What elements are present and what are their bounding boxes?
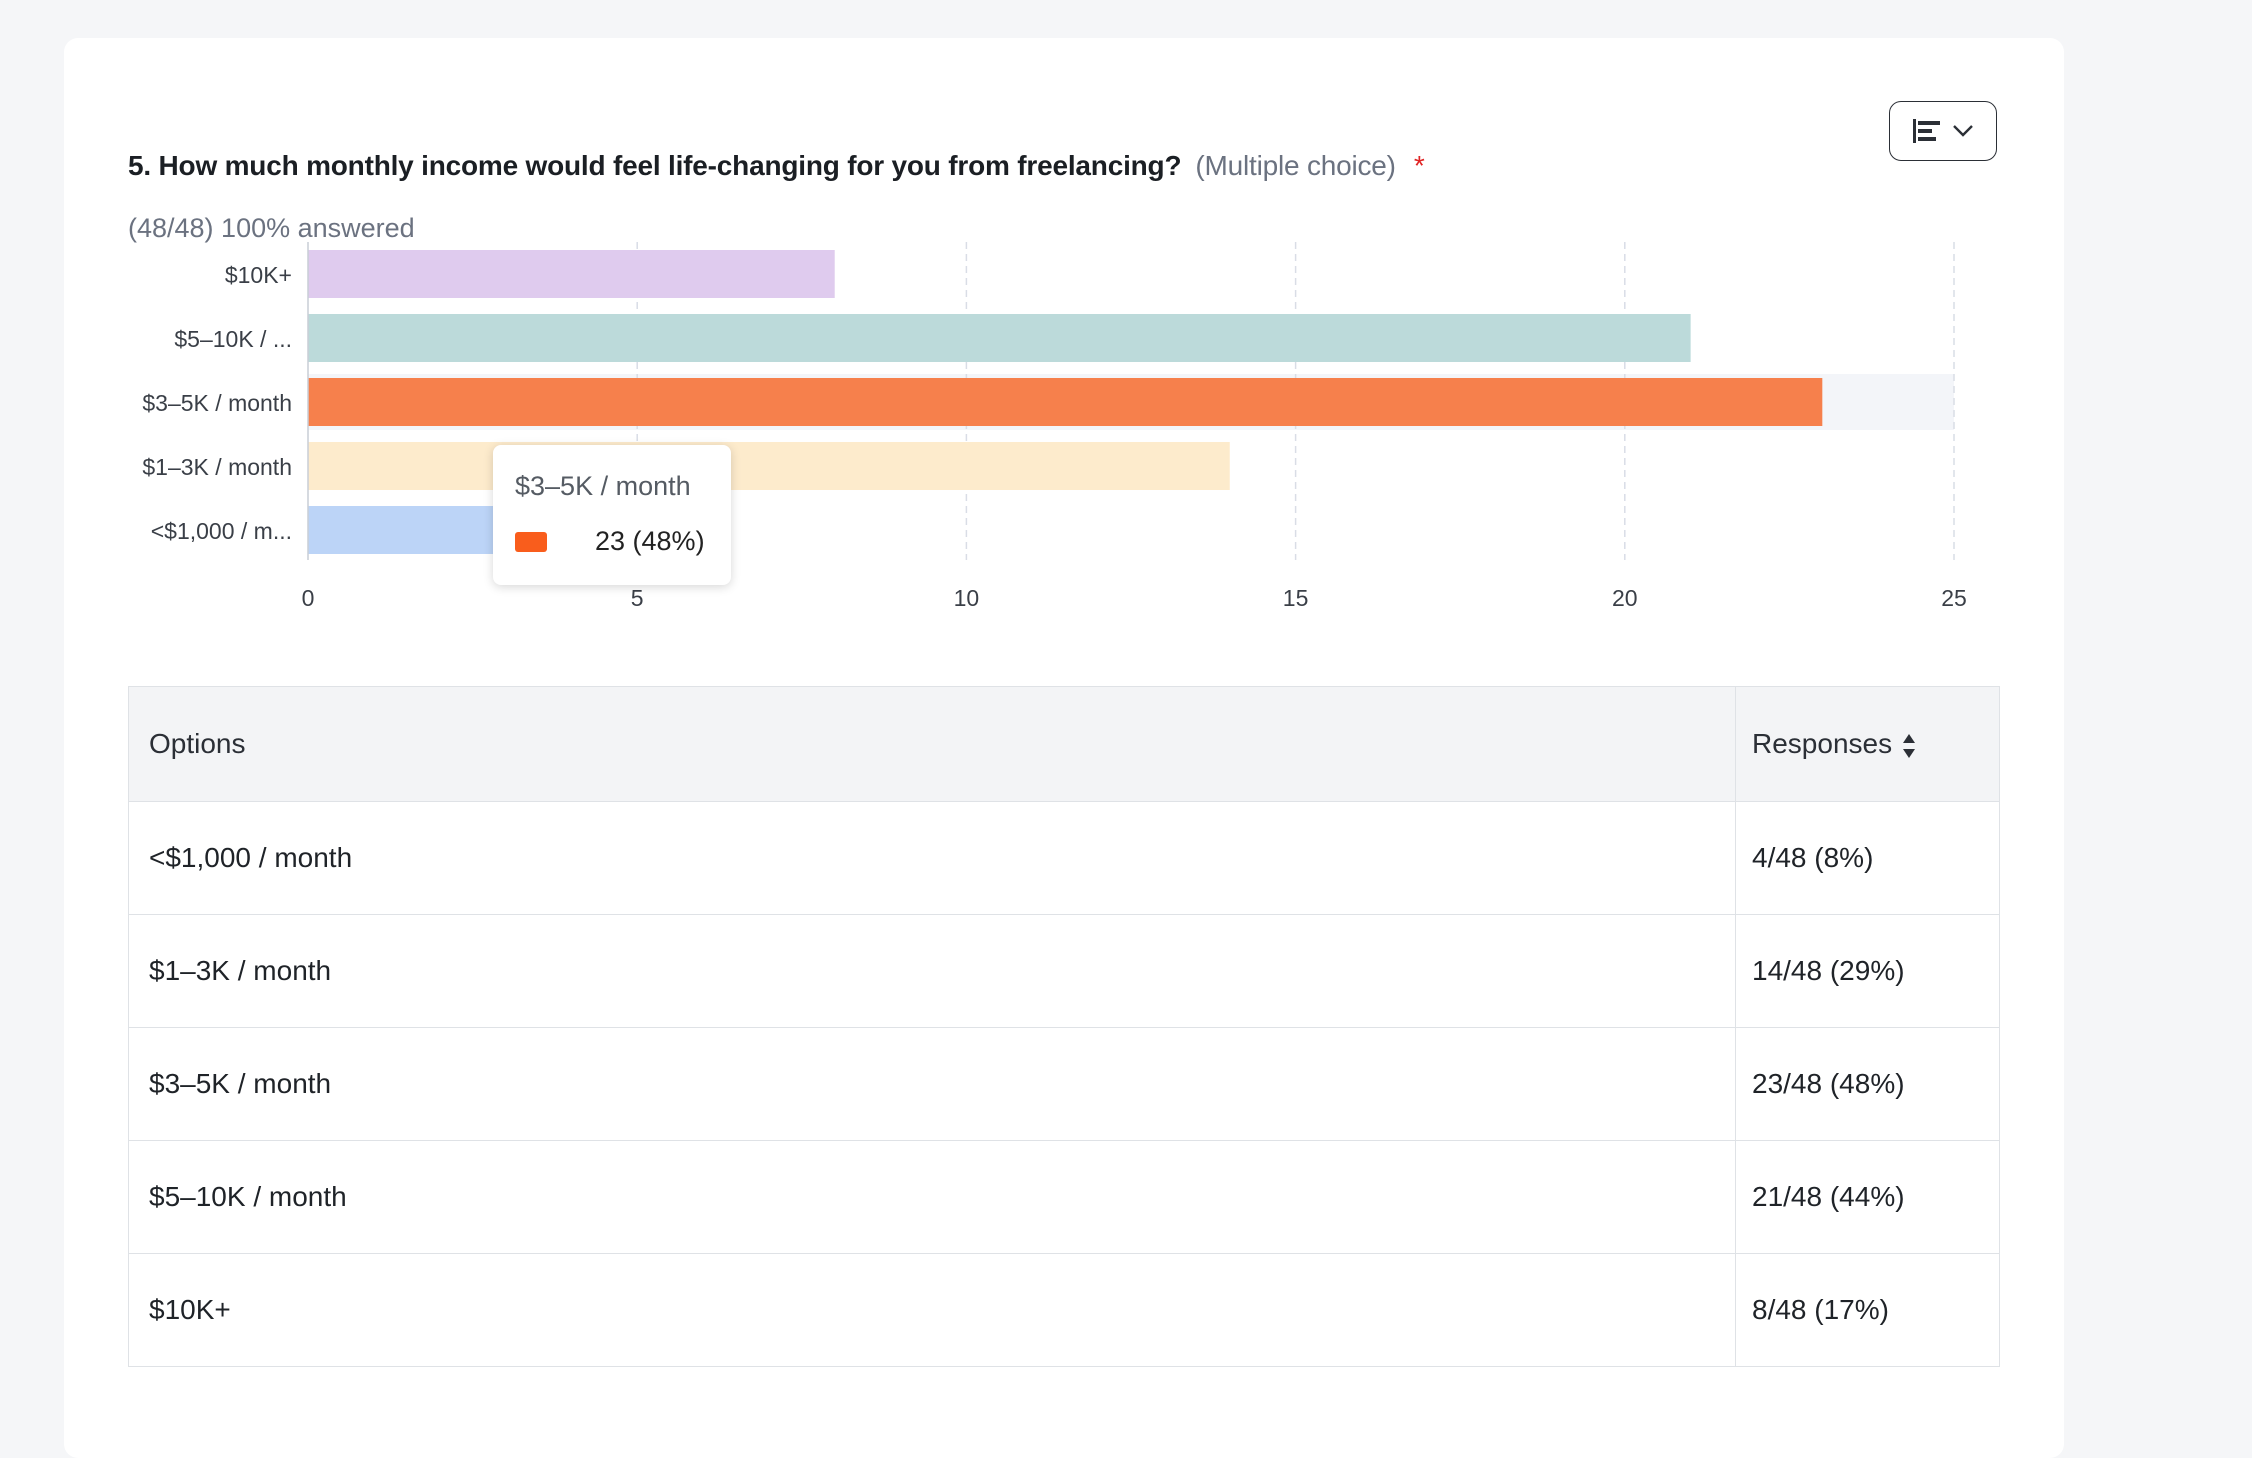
x-tick-label: 25 [1941, 585, 1967, 611]
option-cell: $3–5K / month [128, 1027, 1736, 1141]
chart-view-dropdown-button[interactable] [1889, 101, 1997, 161]
table-row: <$1,000 / month 4/48 (8%) [128, 801, 2000, 915]
bar[interactable] [308, 378, 1823, 426]
answered-summary: (48/48) 100% answered [128, 213, 415, 243]
option-cell: $10K+ [128, 1253, 1736, 1367]
responses-header[interactable]: Responses [1735, 686, 2000, 802]
tooltip-swatch [515, 531, 547, 552]
category-label: $3–5K / month [142, 390, 292, 416]
chart-tooltip: $3–5K / month 23 (48%) [493, 445, 731, 585]
question-title: 5. How much monthly income would feel li… [128, 150, 1425, 182]
table-row: $10K+ 8/48 (17%) [128, 1253, 2000, 1367]
bar[interactable] [308, 314, 1691, 362]
category-label: $5–10K / ... [174, 326, 292, 352]
sort-icon[interactable] [1902, 732, 1916, 760]
responses-table: Options Responses <$1,000 / month 4/48 (… [128, 686, 2000, 1367]
question-card: 5. How much monthly income would feel li… [64, 38, 2064, 1458]
option-cell: <$1,000 / month [128, 801, 1736, 915]
responses-cell: 14/48 (29%) [1735, 914, 2000, 1028]
options-header: Options [128, 686, 1736, 802]
bar[interactable] [308, 250, 835, 298]
category-label: <$1,000 / m... [151, 518, 292, 544]
bar-chart-horizontal-icon [1913, 119, 1940, 143]
responses-cell: 8/48 (17%) [1735, 1253, 2000, 1367]
responses-cell: 4/48 (8%) [1735, 801, 2000, 915]
x-tick-label: 20 [1612, 585, 1638, 611]
responses-cell: 21/48 (44%) [1735, 1140, 2000, 1254]
option-cell: $5–10K / month [128, 1140, 1736, 1254]
bar[interactable] [308, 442, 1230, 490]
bar-chart: $10K+ $5–10K / ... $3–5K / month $1–3K / mo… [142, 242, 1967, 611]
table-header-row: Options Responses [128, 686, 2000, 802]
x-tick-label: 5 [631, 585, 644, 611]
table-row: $5–10K / month 21/48 (44%) [128, 1140, 2000, 1254]
category-label: $1–3K / month [142, 454, 292, 480]
table-row: $3–5K / month 23/48 (48%) [128, 1027, 2000, 1141]
tooltip-title: $3–5K / month [515, 471, 691, 501]
x-tick-label: 0 [302, 585, 315, 611]
responses-header-label: Responses [1752, 728, 1893, 759]
required-mark: * [1413, 150, 1425, 181]
x-tick-label: 15 [1283, 585, 1309, 611]
x-tick-label: 10 [954, 585, 980, 611]
responses-cell: 23/48 (48%) [1735, 1027, 2000, 1141]
table-row: $1–3K / month 14/48 (29%) [128, 914, 2000, 1028]
tooltip-value: 23 (48%) [595, 526, 705, 556]
question-text: 5. How much monthly income would feel li… [128, 150, 1182, 181]
chevron-down-icon [1953, 125, 1973, 137]
category-label: $10K+ [225, 262, 292, 288]
option-cell: $1–3K / month [128, 914, 1736, 1028]
question-type: (Multiple choice) [1195, 150, 1396, 181]
